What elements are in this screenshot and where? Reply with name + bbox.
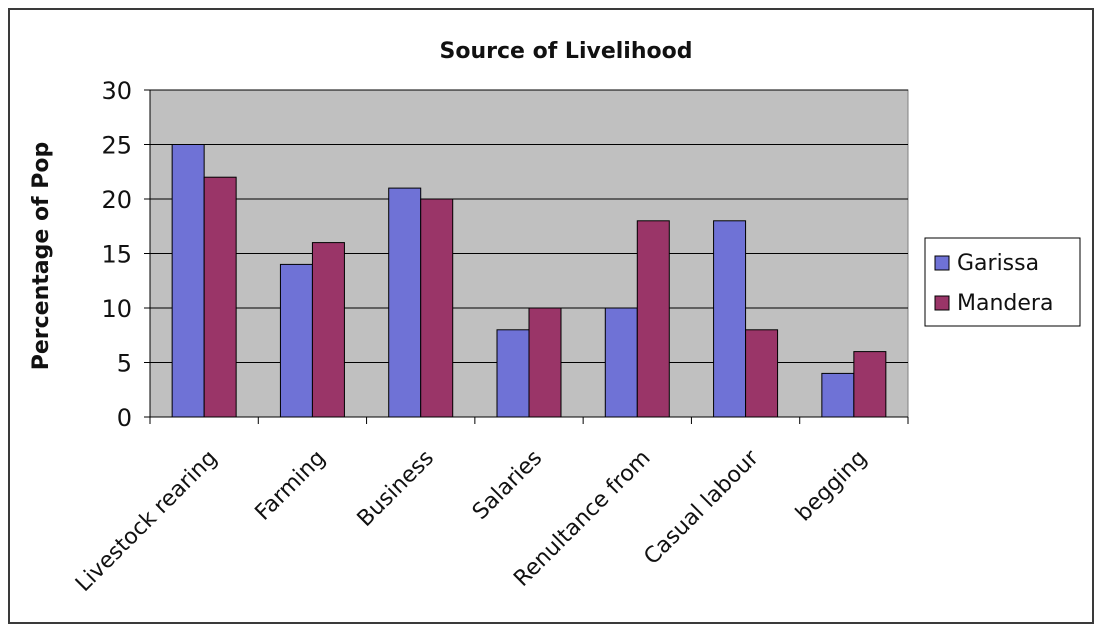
y-tick-label: 0 — [117, 404, 132, 432]
bar-mandera-1 — [311, 242, 345, 418]
bar-garissa-5 — [713, 220, 747, 418]
bar-garissa-0 — [171, 144, 205, 418]
y-tick-label: 20 — [101, 186, 132, 214]
bar-garissa-1 — [279, 263, 313, 418]
y-tick-label: 10 — [101, 295, 132, 323]
y-tick-label: 30 — [101, 77, 132, 105]
bar-mandera-6 — [853, 351, 887, 418]
legend-swatch-garissa — [934, 255, 950, 271]
x-tick-label: Livestock rearing — [71, 446, 222, 597]
x-tick-label: Casual labour — [639, 445, 764, 570]
y-tick-label: 5 — [117, 350, 132, 378]
bar-mandera-3 — [528, 307, 562, 418]
y-axis-label: Percentage of Pop — [29, 142, 54, 371]
x-tick-label: Business — [353, 446, 439, 532]
bar-garissa-4 — [604, 307, 638, 418]
bar-mandera-0 — [203, 176, 237, 418]
bar-mandera-2 — [420, 198, 454, 418]
bar-garissa-3 — [496, 329, 530, 418]
legend-box — [924, 237, 1081, 327]
x-tick-label: Salaries — [468, 446, 547, 525]
y-tick-label: 15 — [101, 241, 132, 269]
y-tick-label: 25 — [101, 132, 132, 160]
bar-garissa-2 — [388, 187, 422, 418]
x-tick-label: Farming — [251, 446, 331, 526]
bar-garissa-6 — [821, 372, 855, 418]
x-tick-label: begging — [791, 446, 872, 527]
legend-swatch-mandera — [934, 295, 950, 311]
legend-label-garissa: Garissa — [957, 251, 1039, 276]
chart-title: Source of Livelihood — [440, 39, 693, 64]
legend-label-mandera: Mandera — [957, 291, 1053, 316]
bar-mandera-4 — [636, 220, 670, 418]
bar-mandera-5 — [745, 329, 779, 418]
